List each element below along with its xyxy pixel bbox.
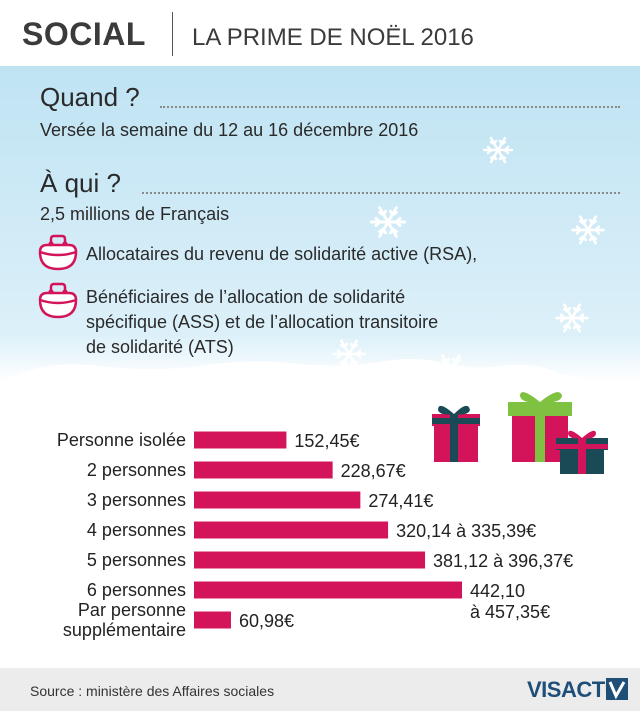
bar <box>194 581 462 599</box>
value-label: 274,41€ <box>368 491 433 511</box>
category-label: 5 personnes <box>87 550 186 570</box>
who-text: 2,5 millions de Français <box>40 204 230 224</box>
category-label: Personne isolée <box>57 430 186 450</box>
footer: Source : ministère des Affaires sociales… <box>0 668 640 711</box>
purse-icon <box>38 234 78 271</box>
gift-icon <box>508 392 572 462</box>
purse-icon <box>38 282 78 319</box>
value-label: 320,14 à 335,39€ <box>396 521 536 541</box>
winter-sky-panel <box>0 66 640 386</box>
header: SOCIAL LA PRIME DE NOËL 2016 <box>0 0 640 66</box>
prime-chart: Personne isolée 152,45€ 2 personnes 228,67€… <box>57 430 573 640</box>
bar <box>194 461 333 479</box>
bar <box>194 611 231 629</box>
gift-icon <box>556 430 608 474</box>
value-label: 60,98€ <box>239 611 294 631</box>
when-heading: Quand ? <box>40 82 140 112</box>
category-label: 3 personnes <box>87 490 186 510</box>
header-divider <box>172 12 173 56</box>
category-label: 6 personnes <box>87 580 186 600</box>
category-label: Par personne supplémentaire <box>63 600 186 640</box>
bullet-text: Bénéficiaires de l’allocation de solidar… <box>86 287 439 357</box>
when-text: Versée la semaine du 12 au 16 décembre 2… <box>40 120 419 140</box>
who-heading: À qui ? <box>40 168 121 198</box>
value-label: 228,67€ <box>341 461 406 481</box>
bar <box>194 431 287 449</box>
brand-logo: VISACTU <box>527 677 621 702</box>
brand-mark-icon <box>606 678 628 700</box>
bar <box>194 521 389 539</box>
bullet-text: Allocataires du revenu de solidarité act… <box>86 244 478 264</box>
bar <box>194 491 361 509</box>
gift-icon <box>432 392 608 474</box>
category-label: 2 personnes <box>87 460 186 480</box>
dotted-rule <box>142 192 620 194</box>
section-label: SOCIAL <box>22 16 146 52</box>
value-label: 381,12 à 396,37€ <box>433 551 573 571</box>
category-label: 4 personnes <box>87 520 186 540</box>
value-label: 152,45€ <box>294 431 359 451</box>
source-note: Source : ministère des Affaires sociales <box>30 683 275 699</box>
page-title: LA PRIME DE NOËL 2016 <box>192 24 474 51</box>
gift-icon <box>432 405 480 462</box>
bar <box>194 551 426 569</box>
value-label: 442,10 à 457,35€ <box>470 581 550 622</box>
dotted-rule <box>160 106 620 108</box>
